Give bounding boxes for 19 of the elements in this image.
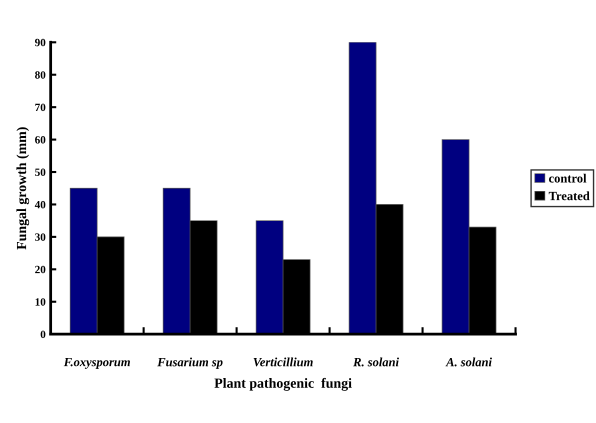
legend-label: control [549, 174, 586, 183]
y-tick-label: 30 [35, 233, 46, 241]
y-axis-title: Fungal growth (mm) [16, 127, 30, 250]
x-tick-label: A. solani [445, 358, 492, 366]
legend-label: Treated [548, 191, 590, 200]
y-tick-label: 0 [40, 330, 46, 338]
y-tick-label: 90 [34, 38, 46, 46]
y-tick-label: 40 [34, 200, 46, 208]
x-tick-label: Verticillium [254, 358, 313, 366]
x-axis-title: Plant pathogenic fungi [214, 378, 352, 391]
y-tick-label: 50 [35, 168, 46, 176]
x-tick-label: Fusarium sp [157, 358, 223, 369]
y-tick-label: 10 [36, 298, 46, 306]
y-tick-label: 80 [35, 71, 46, 79]
y-tick-label: 70 [35, 104, 46, 112]
x-tick-label: F.oxysporum [64, 358, 130, 369]
x-tick-label: R. solani [353, 358, 399, 366]
y-tick-label: 20 [35, 266, 46, 274]
y-tick-label: 60 [35, 136, 46, 144]
